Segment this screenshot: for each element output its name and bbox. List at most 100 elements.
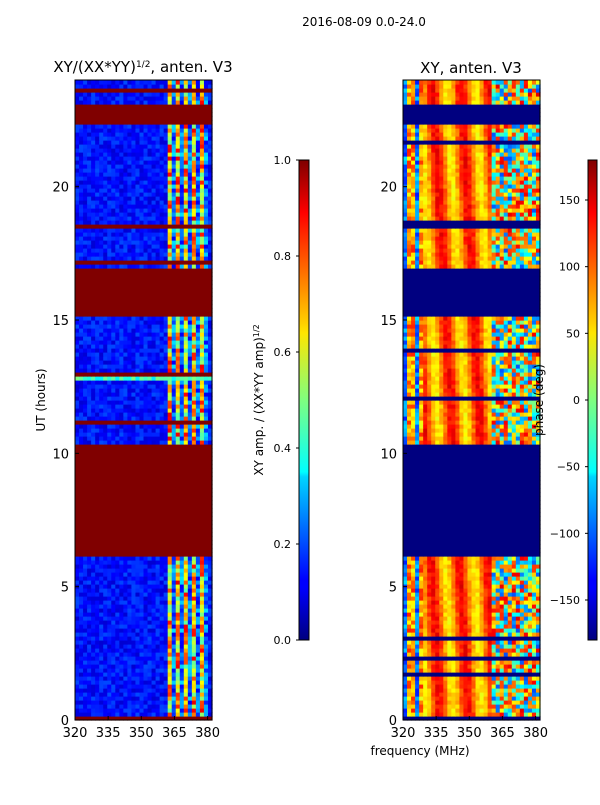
heatmap-cell bbox=[143, 412, 149, 417]
heatmap-cell bbox=[151, 524, 157, 529]
heatmap-cell bbox=[95, 584, 100, 589]
heatmap-cell bbox=[83, 696, 88, 701]
heatmap-cell bbox=[199, 568, 205, 573]
heatmap-cell bbox=[127, 332, 133, 337]
heatmap-cell bbox=[87, 604, 92, 609]
heatmap-cell bbox=[107, 576, 112, 581]
heatmap-cell bbox=[115, 712, 120, 717]
heatmap-cell bbox=[91, 600, 96, 605]
heatmap-cell bbox=[111, 672, 116, 677]
heatmap-cell bbox=[155, 520, 161, 525]
heatmap-cell bbox=[207, 628, 213, 633]
heatmap-cell bbox=[175, 628, 181, 633]
heatmap-cell bbox=[151, 476, 157, 481]
heatmap-cell bbox=[179, 156, 185, 161]
heatmap-cell bbox=[115, 292, 120, 297]
heatmap-cell bbox=[191, 476, 197, 481]
heatmap-cell bbox=[115, 272, 120, 277]
heatmap-cell bbox=[87, 248, 92, 253]
heatmap-cell bbox=[183, 648, 189, 653]
heatmap-cell bbox=[103, 320, 108, 325]
heatmap-cell bbox=[111, 564, 116, 569]
heatmap-cell bbox=[87, 600, 92, 605]
heatmap-cell bbox=[135, 148, 141, 153]
heatmap-cell bbox=[147, 660, 153, 665]
heatmap-cell bbox=[111, 608, 116, 613]
heatmap-cell bbox=[151, 464, 157, 469]
heatmap-cell bbox=[91, 552, 96, 557]
heatmap-cell bbox=[99, 336, 104, 341]
heatmap-cell bbox=[187, 656, 193, 661]
heatmap-cell bbox=[151, 700, 157, 705]
heatmap-cell bbox=[111, 716, 116, 721]
heatmap-cell bbox=[151, 260, 157, 265]
heatmap-cell bbox=[187, 196, 193, 201]
heatmap-cell bbox=[99, 716, 104, 721]
heatmap-cell bbox=[163, 704, 169, 709]
heatmap-cell bbox=[183, 408, 189, 413]
heatmap-cell bbox=[159, 588, 165, 593]
heatmap-cell bbox=[191, 412, 197, 417]
heatmap-cell bbox=[103, 504, 108, 509]
heatmap-cell bbox=[111, 332, 116, 337]
heatmap-cell bbox=[127, 704, 133, 709]
heatmap-cell bbox=[175, 408, 181, 413]
heatmap-cell bbox=[131, 496, 137, 501]
heatmap-cell bbox=[163, 380, 169, 385]
heatmap-cell bbox=[163, 216, 169, 221]
heatmap-cell bbox=[155, 400, 161, 405]
heatmap-cell bbox=[155, 660, 161, 665]
heatmap-cell bbox=[163, 656, 169, 661]
heatmap-cell bbox=[155, 404, 161, 409]
heatmap-cell bbox=[155, 592, 161, 597]
heatmap-cell bbox=[175, 520, 181, 525]
heatmap-cell bbox=[179, 388, 185, 393]
heatmap-cell bbox=[99, 272, 104, 277]
heatmap-cell bbox=[191, 692, 197, 697]
heatmap-cell bbox=[107, 584, 112, 589]
heatmap-cell bbox=[199, 600, 205, 605]
heatmap-cell bbox=[143, 540, 149, 545]
heatmap-cell bbox=[83, 192, 88, 197]
heatmap-cell bbox=[187, 520, 193, 525]
heatmap-cell bbox=[91, 368, 96, 373]
heatmap-cell bbox=[183, 540, 189, 545]
heatmap-cell bbox=[83, 680, 88, 685]
heatmap-cell bbox=[183, 488, 189, 493]
heatmap-cell bbox=[123, 700, 128, 705]
heatmap-cell bbox=[183, 136, 189, 141]
heatmap-cell bbox=[163, 508, 169, 513]
heatmap-cell bbox=[143, 572, 149, 577]
heatmap-cell bbox=[171, 288, 177, 293]
heatmap-cell bbox=[151, 208, 157, 213]
heatmap-cell bbox=[171, 148, 177, 153]
heatmap-cell bbox=[119, 496, 124, 501]
heatmap-cell bbox=[151, 500, 157, 505]
heatmap-cell bbox=[207, 288, 213, 293]
heatmap-cell bbox=[179, 588, 185, 593]
heatmap-cell bbox=[179, 428, 185, 433]
heatmap-cell bbox=[195, 188, 201, 193]
heatmap-cell bbox=[99, 460, 104, 465]
heatmap-cell bbox=[159, 652, 165, 657]
heatmap-cell bbox=[75, 592, 80, 597]
heatmap-cell bbox=[199, 152, 205, 157]
heatmap-cell bbox=[131, 392, 137, 397]
heatmap-cell bbox=[155, 552, 161, 557]
heatmap-cell bbox=[99, 200, 104, 205]
heatmap-cell bbox=[151, 352, 157, 357]
heatmap-cell bbox=[195, 196, 201, 201]
heatmap-cell bbox=[115, 708, 120, 713]
heatmap-cell bbox=[159, 316, 165, 321]
heatmap-cell bbox=[163, 456, 169, 461]
heatmap-cell bbox=[163, 516, 169, 521]
heatmap-cell bbox=[207, 212, 213, 217]
heatmap-cell bbox=[183, 184, 189, 189]
heatmap-cell bbox=[195, 256, 201, 261]
heatmap-cell bbox=[131, 640, 137, 645]
heatmap-cell bbox=[127, 544, 133, 549]
heatmap-cell bbox=[175, 696, 181, 701]
heatmap-cell bbox=[83, 356, 88, 361]
heatmap-cell bbox=[131, 436, 137, 441]
heatmap-cell bbox=[203, 372, 209, 377]
